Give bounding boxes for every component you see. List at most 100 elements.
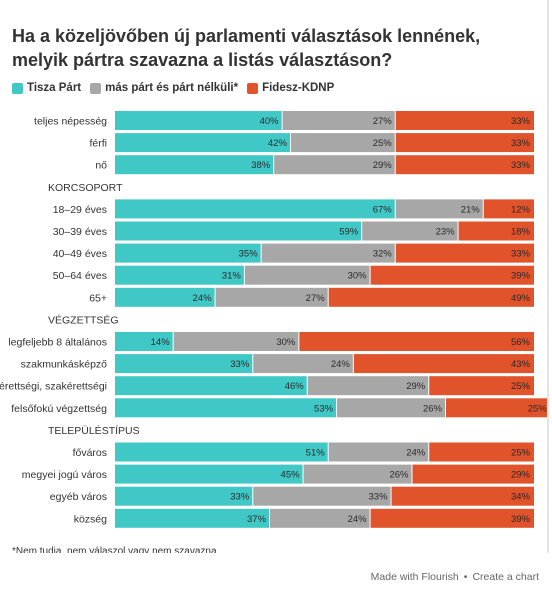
bar-mas-part-es-part-nelkuli-18-29-eves[interactable] [395, 199, 483, 219]
bar-mas-part-es-part-nelkuli-40-49-eves[interactable] [261, 243, 395, 263]
bar-mas-part-es-part-nelkuli-kozseg[interactable] [270, 508, 370, 528]
stacked-bar-chart: teljes népesség 40% 27% 33% férfi 42% 25% 33% nő… [0, 111, 549, 528]
bar-tisza-part-fovaros[interactable] [115, 442, 328, 462]
bar-tisza-part-65[interactable] [115, 287, 215, 307]
footnote: *Nem tudja, nem válaszol vagy nem szavaz… [12, 546, 217, 553]
bar-mas-part-es-part-nelkuli-legfeljebb-8-altalanos[interactable] [173, 332, 299, 351]
bar-tisza-part-legfeljebb-8-altalanos[interactable] [115, 332, 173, 351]
category-label-erettsegi-szakerettsegi: érettségi, szakérettségi [0, 381, 107, 393]
value-label-tisza-part-30-39-eves: 59% [339, 227, 359, 238]
bar-mas-part-es-part-nelkuli-teljes-nepesseg[interactable] [282, 111, 395, 130]
chart-title: Ha a közeljövőben új parlamenti választá… [12, 26, 481, 70]
category-label-kozseg: község [74, 513, 107, 525]
made-with-flourish-link[interactable]: Made with Flourish [370, 571, 459, 583]
bar-tisza-part-kozseg[interactable] [115, 508, 270, 528]
bar-fidesz-kdnp-szakmunkaskepzo[interactable] [353, 354, 534, 374]
bar-tisza-part-erettsegi-szakerettsegi[interactable] [115, 376, 307, 396]
value-label-tisza-part-megyei-jogu-varos: 45% [281, 470, 301, 481]
category-label-40-49-eves: 40–49 éves [53, 248, 107, 260]
bar-mas-part-es-part-nelkuli-szakmunkaskepzo[interactable] [253, 354, 353, 374]
value-label-fidesz-kdnp-no: 33% [511, 160, 531, 171]
bar-tisza-part-felsofoku-vegzettseg[interactable] [115, 398, 337, 418]
value-label-tisza-part-kozseg: 37% [247, 514, 267, 525]
bar-fidesz-kdnp-40-49-eves[interactable] [395, 243, 534, 263]
value-label-tisza-part-40-49-eves: 35% [239, 249, 259, 260]
bar-tisza-part-ferfi[interactable] [115, 133, 290, 153]
bar-tisza-part-szakmunkaskepzo[interactable] [115, 354, 253, 374]
value-label-fidesz-kdnp-ferfi: 33% [511, 138, 531, 149]
bar-tisza-part-egyeb-varos[interactable] [115, 486, 253, 506]
value-label-tisza-part-18-29-eves: 67% [373, 204, 393, 215]
value-label-fidesz-kdnp-30-39-eves: 18% [511, 227, 531, 238]
bar-fidesz-kdnp-65[interactable] [328, 287, 534, 307]
value-label-mas-part-es-part-nelkuli-felsofoku-vegzettseg: 26% [423, 403, 443, 414]
bar-fidesz-kdnp-megyei-jogu-varos[interactable] [412, 464, 534, 484]
legend-swatch-tisza [12, 82, 23, 94]
category-label-teljes-nepesseg: teljes népesség [34, 116, 107, 128]
bar-mas-part-es-part-nelkuli-egyeb-varos[interactable] [253, 486, 391, 506]
value-label-tisza-part-egyeb-varos: 33% [230, 492, 250, 503]
value-label-mas-part-es-part-nelkuli-no: 29% [373, 160, 393, 171]
bar-mas-part-es-part-nelkuli-megyei-jogu-varos[interactable] [303, 464, 412, 484]
legend-item-fidesz[interactable]: Fidesz-KDNP [247, 82, 334, 94]
value-label-mas-part-es-part-nelkuli-erettsegi-szakerettsegi: 29% [406, 381, 426, 392]
bar-fidesz-kdnp-legfeljebb-8-altalanos[interactable] [299, 332, 534, 351]
bar-mas-part-es-part-nelkuli-30-39-eves[interactable] [362, 221, 458, 241]
legend-swatch-fidesz [247, 82, 259, 94]
bar-tisza-part-40-49-eves[interactable] [115, 243, 261, 263]
bar-fidesz-kdnp-30-39-eves[interactable] [458, 221, 534, 241]
category-label-szakmunkaskepzo: szakmunkásképző [21, 359, 108, 371]
bar-fidesz-kdnp-erettsegi-szakerettsegi[interactable] [429, 376, 534, 396]
value-label-fidesz-kdnp-teljes-nepesseg: 33% [511, 116, 531, 127]
value-label-mas-part-es-part-nelkuli-fovaros: 24% [406, 448, 426, 459]
category-label-egyeb-varos: egyéb város [50, 491, 107, 503]
value-label-tisza-part-legfeljebb-8-altalanos: 14% [151, 337, 171, 348]
bar-tisza-part-teljes-nepesseg[interactable] [115, 111, 282, 130]
value-label-fidesz-kdnp-50-64-eves: 39% [511, 271, 531, 282]
bar-fidesz-kdnp-ferfi[interactable] [395, 133, 534, 153]
bar-mas-part-es-part-nelkuli-erettsegi-szakerettsegi[interactable] [307, 376, 429, 396]
bar-mas-part-es-part-nelkuli-65[interactable] [215, 287, 328, 307]
bar-tisza-part-megyei-jogu-varos[interactable] [115, 464, 303, 484]
category-label-30-39-eves: 30–39 éves [53, 226, 107, 238]
bar-mas-part-es-part-nelkuli-ferfi[interactable] [290, 133, 395, 153]
value-label-mas-part-es-part-nelkuli-teljes-nepesseg: 27% [373, 116, 393, 127]
bar-mas-part-es-part-nelkuli-felsofoku-vegzettseg[interactable] [337, 398, 446, 418]
category-label-megyei-jogu-varos: megyei jogú város [22, 469, 107, 481]
bar-fidesz-kdnp-egyeb-varos[interactable] [391, 486, 534, 506]
bar-fidesz-kdnp-18-29-eves[interactable] [483, 199, 534, 219]
bar-fidesz-kdnp-teljes-nepesseg[interactable] [395, 111, 534, 130]
value-label-tisza-part-50-64-eves: 31% [222, 271, 242, 282]
bar-fidesz-kdnp-50-64-eves[interactable] [370, 265, 534, 285]
create-chart-link[interactable]: Create a chart [472, 571, 539, 583]
value-label-mas-part-es-part-nelkuli-kozseg: 24% [348, 514, 368, 525]
bar-fidesz-kdnp-no[interactable] [395, 155, 534, 175]
legend-item-tisza[interactable]: Tisza Párt [12, 82, 81, 94]
bar-fidesz-kdnp-kozseg[interactable] [370, 508, 534, 528]
bar-mas-part-es-part-nelkuli-fovaros[interactable] [328, 442, 429, 462]
value-label-mas-part-es-part-nelkuli-50-64-eves: 30% [348, 271, 368, 282]
bar-tisza-part-no[interactable] [115, 155, 274, 175]
category-label-felsofoku-vegzettseg: felsőfokú végzettség [11, 403, 107, 415]
value-label-tisza-part-teljes-nepesseg: 40% [260, 116, 280, 127]
bar-fidesz-kdnp-fovaros[interactable] [429, 442, 534, 462]
value-label-mas-part-es-part-nelkuli-18-29-eves: 21% [461, 204, 481, 215]
value-label-fidesz-kdnp-felsofoku-vegzettseg: 25% [528, 403, 548, 414]
legend-label-mas: más párt és párt nélküli* [105, 82, 239, 94]
group-header-telepulestipus: TELEPÜLÉSTÍPUS [48, 424, 140, 437]
value-label-tisza-part-felsofoku-vegzettseg: 53% [314, 403, 334, 414]
bar-mas-part-es-part-nelkuli-no[interactable] [274, 155, 395, 175]
bar-fidesz-kdnp-felsofoku-vegzettseg[interactable] [446, 398, 549, 418]
legend-item-mas[interactable]: más párt és párt nélküli* [90, 82, 238, 94]
value-label-mas-part-es-part-nelkuli-egyeb-varos: 33% [369, 492, 389, 503]
legend-swatch-mas [90, 82, 102, 94]
bar-mas-part-es-part-nelkuli-50-64-eves[interactable] [244, 265, 370, 285]
bar-tisza-part-18-29-eves[interactable] [115, 199, 395, 219]
bar-tisza-part-30-39-eves[interactable] [115, 221, 362, 241]
category-label-fovaros: főváros [73, 447, 107, 459]
legend-label-fidesz: Fidesz-KDNP [262, 82, 335, 94]
value-label-mas-part-es-part-nelkuli-megyei-jogu-varos: 26% [389, 470, 409, 481]
category-label-ferfi: férfi [89, 138, 107, 150]
bar-tisza-part-50-64-eves[interactable] [115, 265, 244, 285]
value-label-fidesz-kdnp-40-49-eves: 33% [511, 249, 531, 260]
